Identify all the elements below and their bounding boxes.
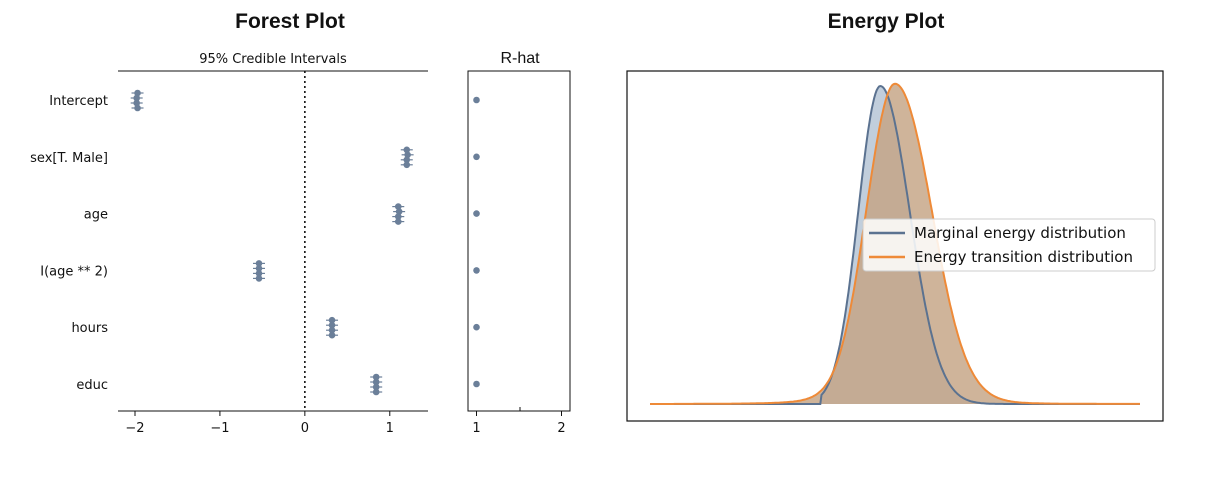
chain-point [394,203,402,210]
chain-point [134,104,141,112]
rhat-points [473,96,480,388]
chain-point [133,99,140,107]
forest-plot-title: Forest Plot [235,10,345,33]
chain-point [255,265,263,272]
x-tick-label: −1 [210,421,229,436]
energy-legend: Marginal energy distribution Energy tran… [862,218,1156,272]
rhat-point [473,267,480,274]
category-label: Intercept [49,94,108,109]
rhat-frame [467,70,571,412]
chain-point [328,331,336,339]
transition-energy-line [650,82,1140,405]
rhat-tick-label: 1 [472,421,480,436]
category-label: sex[T. Male] [30,151,108,166]
forest-x-ticks: −2 −1 0 1 [125,411,394,436]
x-tick-label: 1 [386,421,394,436]
legend-box [862,218,1156,272]
chain-point [328,326,336,334]
chain-point [395,208,403,215]
category-label: I(age ** 2) [40,264,108,279]
category-label: educ [76,378,108,393]
credible-intervals-label: 95% Credible Intervals [199,52,347,67]
chain-point [403,146,411,154]
forest-category-labels: Intercept sex[T. Male] age I(age ** 2) hours… [30,94,108,393]
chain-point [372,373,380,381]
energy-plot-title: Energy Plot [828,10,945,33]
chain-point [403,156,411,164]
energy-frame [626,70,1164,422]
chain-point [403,161,411,169]
rhat-point [473,153,480,161]
legend-marginal-label: Marginal energy distribution [914,224,1126,242]
rhat-point [473,380,480,388]
rhat-title: R-hat [500,50,540,67]
category-label: age [84,208,108,223]
chain-point [394,213,402,220]
rhat-point [473,96,480,104]
rhat-point [473,323,480,331]
chain-point [404,151,411,159]
rhat-point [473,210,480,217]
x-tick-label: −2 [125,421,144,436]
x-tick-label: 0 [301,421,309,436]
chain-point [372,383,380,391]
chain-point [255,275,263,282]
forest-points [130,89,414,396]
chain-point [372,388,380,396]
chain-point [134,89,141,97]
rhat-tick-label: 2 [557,421,565,436]
chain-point [133,94,140,102]
legend-transition-label: Energy transition distribution [914,248,1133,266]
chain-point [328,316,336,324]
energy-panel: Marginal energy distribution Energy tran… [626,70,1164,422]
forest-panel: Intercept sex[T. Male] age I(age ** 2) hours… [30,70,428,436]
chain-point [255,260,263,267]
chain-point [394,218,402,225]
chain-point [255,270,263,277]
chain-point [328,321,336,329]
chain-point [372,378,380,386]
category-label: hours [71,321,108,336]
